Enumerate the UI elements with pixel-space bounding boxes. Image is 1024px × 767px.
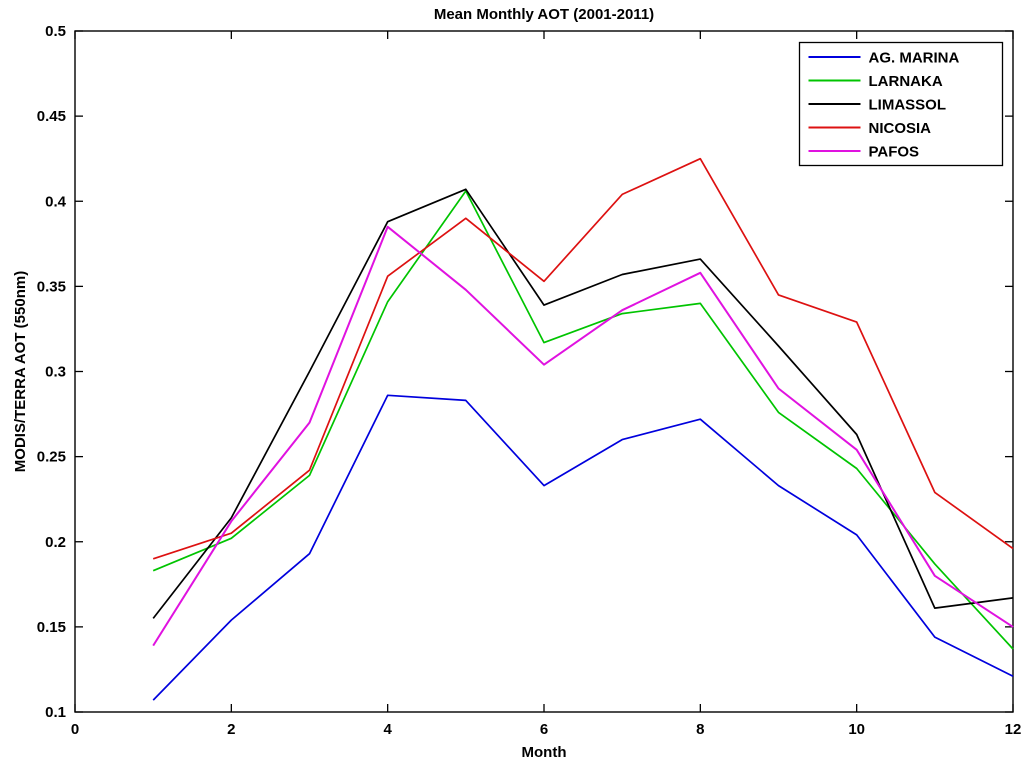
y-tick-label-0.15: 0.15 [37, 619, 66, 636]
y-tick-label-0.45: 0.45 [37, 108, 66, 125]
y-tick-label-0.25: 0.25 [37, 449, 66, 466]
legend: AG. MARINA LARNAKA LIMASSOL NICOSIA PAFOS [798, 41, 1004, 167]
x-tick-label-12: 12 [1005, 721, 1022, 738]
legend-label-ag-marina: AG. MARINA [869, 50, 960, 67]
x-tick-label-0: 0 [71, 721, 79, 738]
y-tick-label-0.4: 0.4 [45, 193, 67, 210]
series-line-limassol [152, 188, 1014, 619]
y-tick-label-0.2: 0.2 [45, 534, 66, 551]
chart-title: Mean Monthly AOT (2001-2011) [434, 6, 654, 23]
y-tick-label-0.5: 0.5 [45, 23, 66, 40]
x-tick-label-4: 4 [383, 721, 392, 738]
series-lines [152, 157, 1014, 701]
y-tick-label-0.3: 0.3 [45, 364, 66, 381]
y-axis-label: MODIS/TERRA AOT (550nm) [12, 271, 29, 472]
series-line-ag-marina [152, 394, 1014, 701]
series-line-pafos [152, 225, 1014, 647]
x-tick-label-8: 8 [696, 721, 704, 738]
y-tick-label-0.1: 0.1 [45, 704, 66, 721]
series-line-larnaka [152, 190, 1014, 650]
series-line-nicosia [152, 157, 1014, 560]
x-tick-label-2: 2 [227, 721, 235, 738]
tick-marks [74, 30, 1014, 713]
legend-label-larnaka: LARNAKA [869, 73, 943, 90]
legend-label-nicosia: NICOSIA [869, 120, 932, 137]
x-tick-label-10: 10 [848, 721, 865, 738]
x-tick-label-6: 6 [540, 721, 548, 738]
legend-label-limassol: LIMASSOL [869, 97, 947, 114]
legend-label-pafos: PAFOS [869, 144, 920, 161]
y-tick-label-0.35: 0.35 [37, 278, 66, 295]
x-axis-label: Month [522, 744, 567, 761]
